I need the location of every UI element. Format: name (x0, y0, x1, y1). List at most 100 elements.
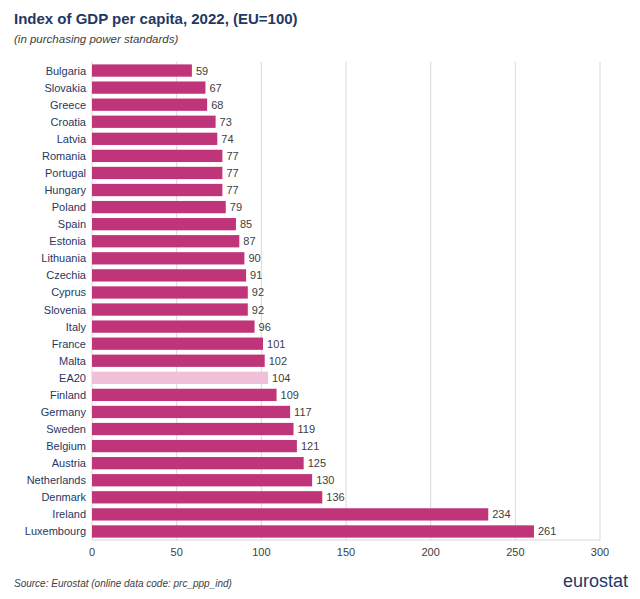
bar (92, 269, 246, 281)
bar (92, 372, 268, 384)
data-label: 96 (259, 321, 271, 333)
y-tick-label: Slovenia (44, 304, 87, 316)
bar (92, 81, 205, 93)
data-label: 73 (220, 116, 232, 128)
x-axis: 0 50 100 150 200 250 300 (89, 540, 609, 558)
bar (92, 201, 226, 213)
labels: 59Bulgaria67Slovakia68Greece73Croatia74L… (25, 65, 556, 538)
x-tick-label: 100 (252, 546, 270, 558)
y-tick-label: Italy (66, 321, 87, 333)
y-tick-label: Austria (52, 457, 87, 469)
bar (92, 320, 255, 332)
y-tick-label: Romania (42, 150, 87, 162)
bar (92, 440, 297, 452)
x-tick-label: 250 (506, 546, 524, 558)
grid-line (515, 62, 516, 540)
bar (92, 457, 304, 469)
data-label: 136 (326, 491, 344, 503)
data-label: 74 (221, 133, 233, 145)
y-tick-label: Greece (50, 99, 86, 111)
data-label: 102 (269, 355, 287, 367)
x-tick-label: 50 (171, 546, 183, 558)
y-tick-label: Latvia (57, 133, 87, 145)
bar (92, 150, 222, 162)
y-tick-label: Czechia (46, 269, 87, 281)
y-tick-label: Croatia (51, 116, 87, 128)
data-label: 91 (250, 269, 262, 281)
y-tick-label: Denmark (41, 491, 86, 503)
data-label: 261 (538, 525, 556, 537)
data-label: 79 (230, 201, 242, 213)
x-axis-line (92, 540, 600, 541)
data-label: 125 (308, 457, 326, 469)
data-label: 92 (252, 286, 264, 298)
y-tick-label: Bulgaria (46, 65, 87, 77)
data-label: 85 (240, 218, 252, 230)
y-tick-label: Netherlands (27, 474, 87, 486)
bar (92, 491, 322, 503)
bar (92, 525, 534, 537)
data-label: 67 (209, 82, 221, 94)
data-label: 59 (196, 65, 208, 77)
bar (92, 252, 244, 264)
x-tick-label: 200 (421, 546, 439, 558)
data-label: 77 (226, 184, 238, 196)
bar (92, 474, 312, 486)
bar (92, 133, 217, 145)
y-tick-label: Sweden (46, 423, 86, 435)
chart: Index of GDP per capita, 2022, (EU=100)(… (0, 0, 640, 599)
bar (92, 508, 488, 520)
y-tick-label: Hungary (44, 184, 86, 196)
bar (92, 184, 222, 196)
y-tick-label: Ireland (52, 508, 86, 520)
data-label: 101 (267, 338, 285, 350)
data-label: 119 (298, 423, 316, 435)
y-tick-label: Spain (58, 218, 86, 230)
grid-line (430, 62, 431, 540)
data-label: 117 (294, 406, 312, 418)
y-tick-label: Finland (50, 389, 86, 401)
y-tick-label: Lithuania (41, 252, 87, 264)
x-tick-label: 150 (337, 546, 355, 558)
data-label: 87 (243, 235, 255, 247)
data-label: 77 (226, 167, 238, 179)
y-tick-label: EA20 (59, 372, 86, 384)
data-label: 234 (492, 508, 510, 520)
data-label: 90 (248, 252, 260, 264)
bar (92, 286, 248, 298)
bar (92, 64, 192, 76)
y-tick-label: Germany (41, 406, 87, 418)
y-tick-label: Luxembourg (25, 525, 86, 537)
data-label: 104 (272, 372, 290, 384)
grid-line (600, 62, 601, 540)
bar (92, 218, 236, 230)
y-tick-label: Slovakia (44, 82, 86, 94)
x-tick-label: 300 (591, 546, 609, 558)
bar (92, 389, 277, 401)
y-tick-label: Cyprus (51, 286, 86, 298)
bar (92, 406, 290, 418)
y-tick-label: Poland (52, 201, 86, 213)
y-tick-label: Estonia (49, 235, 87, 247)
source: Source: Eurostat (online data code: prc_… (14, 578, 232, 589)
grid-line (346, 62, 347, 540)
logo-text: eurostat (563, 571, 628, 591)
y-tick-label: France (52, 338, 86, 350)
grid (92, 62, 600, 540)
data-label: 130 (316, 474, 334, 486)
title: Index of GDP per capita, 2022, (EU=100) (14, 10, 298, 27)
bar (92, 99, 207, 111)
bar (92, 235, 239, 247)
bar (92, 338, 263, 350)
data-label: 92 (252, 304, 264, 316)
x-tick-label: 0 (89, 546, 95, 558)
bar (92, 303, 248, 315)
y-tick-label: Belgium (46, 440, 86, 452)
bar (92, 355, 265, 367)
bars (92, 64, 534, 537)
bar (92, 167, 222, 179)
y-tick-label: Malta (59, 355, 87, 367)
data-label: 77 (226, 150, 238, 162)
bar (92, 423, 294, 435)
data-label: 109 (281, 389, 299, 401)
